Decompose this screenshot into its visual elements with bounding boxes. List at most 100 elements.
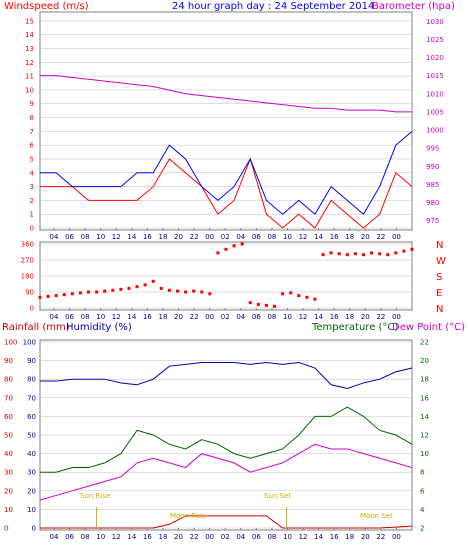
dir-x-tick-label: 02: [221, 313, 230, 321]
wind-y-tick-label: 5: [30, 155, 34, 163]
wind-x-tick-label: 04: [236, 233, 245, 241]
compass-label: N: [436, 240, 443, 251]
direction-point: [240, 242, 244, 246]
dir-x-tick-label: 16: [330, 313, 339, 321]
series-line-barometer: [40, 75, 412, 113]
barometer-y-tick-label: 1000: [426, 127, 444, 135]
barometer-y-tick-label: 1025: [426, 36, 444, 44]
direction-point: [402, 249, 406, 253]
direction-point: [321, 253, 325, 257]
barometer-y-tick-label: 1005: [426, 108, 444, 116]
temp-x-tick-label: 00: [205, 533, 214, 541]
wind-x-tick-label: 14: [127, 233, 136, 241]
barometer-y-tick-label: 1010: [426, 90, 444, 98]
humidity-y-tick-label: 0: [32, 525, 36, 533]
compass-label: W: [436, 256, 446, 267]
wind-x-tick-label: 14: [314, 233, 323, 241]
wind-y-tick-label: 12: [25, 59, 34, 67]
dir-x-tick-label: 08: [267, 313, 276, 321]
direction-point: [297, 294, 301, 298]
temperature-y-tick-label: 4: [420, 506, 425, 514]
temp-x-tick-label: 18: [158, 533, 167, 541]
direction-point: [216, 251, 220, 255]
temperature-y-tick-label: 2: [420, 525, 424, 533]
temp-x-tick-label: 10: [283, 533, 292, 541]
temperature-y-tick-label: 10: [420, 450, 429, 458]
direction-point: [232, 244, 236, 248]
direction-y-tick-label: 180: [21, 273, 34, 281]
wind-x-tick-label: 04: [50, 233, 59, 241]
series-line-rainfall: [40, 515, 413, 529]
direction-point: [337, 252, 341, 256]
dir-x-tick-label: 08: [81, 313, 90, 321]
direction-y-tick-label: 90: [25, 289, 34, 297]
direction-point: [224, 247, 228, 251]
humidity-y-tick-label: 80: [27, 376, 36, 384]
dir-x-tick-label: 20: [361, 313, 370, 321]
temp-x-tick-label: 22: [190, 533, 199, 541]
series-line-dew-point: [39, 443, 413, 501]
direction-point: [281, 292, 285, 296]
direction-y-tick-label: 360: [21, 241, 34, 249]
direction-point: [159, 286, 163, 290]
barometer-y-tick-label: 1030: [426, 18, 444, 26]
direction-point: [103, 289, 107, 293]
humidity-y-tick-label: 10: [27, 506, 36, 514]
wind-x-tick-label: 10: [283, 233, 292, 241]
moon-rise-label: Moon Rise: [170, 512, 206, 520]
direction-point: [361, 253, 365, 257]
wind-barometer-chart: 0123456789101112131415975980985990995100…: [25, 17, 444, 241]
dir-x-tick-label: 06: [252, 313, 261, 321]
moon-set-label: Moon Set: [360, 512, 393, 520]
dir-x-tick-label: 22: [190, 313, 199, 321]
rain-y-tick-label: 40: [4, 450, 13, 458]
rain-y-tick-label: 100: [4, 339, 17, 347]
wind-y-tick-label: 2: [30, 197, 34, 205]
temp-x-tick-label: 14: [314, 533, 323, 541]
temp-x-tick-label: 16: [143, 533, 152, 541]
dir-x-tick-label: 12: [112, 313, 121, 321]
direction-point: [353, 252, 357, 256]
wind-x-tick-label: 08: [81, 233, 90, 241]
direction-point: [345, 253, 349, 257]
wind-x-tick-label: 20: [361, 233, 370, 241]
temp-x-tick-label: 06: [65, 533, 74, 541]
temp-x-tick-label: 12: [112, 533, 121, 541]
series-line-temperature: [40, 406, 413, 473]
temperature-y-tick-label: 18: [420, 376, 429, 384]
direction-point: [143, 283, 147, 287]
wind-y-tick-label: 0: [30, 225, 34, 233]
dir-x-tick-label: 20: [174, 313, 183, 321]
temp-x-tick-label: 08: [81, 533, 90, 541]
direction-point: [394, 251, 398, 255]
rain-y-tick-label: 80: [4, 376, 13, 384]
direction-y-tick-label: 270: [21, 257, 34, 265]
humidity-y-tick-label: 50: [27, 432, 36, 440]
windspeed-header: Windspeed (m/s): [4, 1, 89, 12]
temp-x-tick-label: 12: [299, 533, 308, 541]
temp-x-tick-label: 10: [96, 533, 105, 541]
dir-x-tick-label: 10: [96, 313, 105, 321]
temperature-y-tick-label: 20: [420, 357, 429, 365]
humidity-y-tick-label: 30: [27, 469, 36, 477]
graph-title: 24 hour graph day : 24 September 2014: [172, 1, 374, 12]
temp-x-tick-label: 16: [330, 533, 339, 541]
direction-point: [127, 286, 131, 290]
dir-x-tick-label: 18: [345, 313, 354, 321]
wind-x-tick-label: 00: [205, 233, 214, 241]
direction-point: [38, 295, 42, 299]
barometer-y-tick-label: 1015: [426, 72, 444, 80]
humidity-y-tick-label: 60: [27, 413, 36, 421]
wind-y-tick-label: 4: [30, 169, 35, 177]
dir-x-tick-label: 18: [158, 313, 167, 321]
rain-y-tick-label: 90: [4, 357, 13, 365]
humidity-y-tick-label: 40: [27, 450, 36, 458]
wind-y-tick-label: 7: [30, 128, 34, 136]
direction-point: [78, 291, 82, 295]
wind-x-tick-label: 06: [252, 233, 261, 241]
wind-y-tick-label: 3: [30, 183, 34, 191]
humidity-y-tick-label: 70: [27, 394, 36, 402]
humidity-y-tick-label: 20: [27, 487, 36, 495]
wind-x-tick-label: 18: [345, 233, 354, 241]
